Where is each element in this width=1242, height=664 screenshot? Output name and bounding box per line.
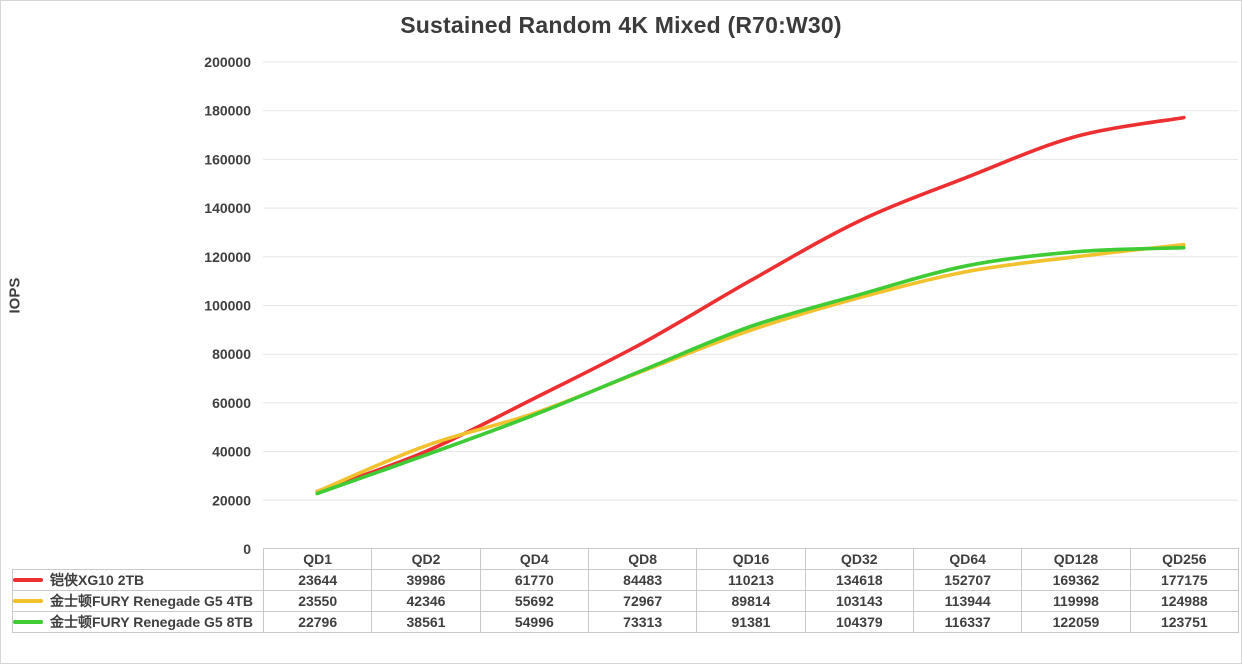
table-cell: 89814 [696, 590, 806, 612]
y-tick-label: 20000 [212, 492, 251, 508]
table-cell: 169362 [1021, 569, 1131, 591]
y-tick-label: 60000 [212, 395, 251, 411]
table-cell: 39986 [371, 569, 481, 591]
table-header-cell-qd1: QD1 [262, 548, 373, 570]
table-cell: 124988 [1129, 590, 1240, 612]
table-cell: 134618 [804, 569, 914, 591]
table-cell: 23550 [262, 590, 373, 612]
legend-line-swatch [13, 620, 43, 624]
table-header-cell-qd16: QD16 [696, 548, 806, 570]
table-cell: 110213 [696, 569, 806, 591]
series-line-0 [315, 115, 1186, 494]
table-header-blank-cell [13, 549, 264, 570]
table-cell: 116337 [912, 611, 1023, 633]
legend-line-swatch [13, 599, 43, 603]
series-line-1 [315, 242, 1186, 494]
table-cell: 122059 [1021, 611, 1131, 633]
y-tick-label: 140000 [204, 200, 251, 216]
y-tick-label: 180000 [204, 103, 251, 119]
legend-cell-series-2: 金士顿FURY Renegade G5 8TB [12, 611, 264, 633]
table-cell: 152707 [912, 569, 1023, 591]
table-cell: 23644 [262, 569, 373, 591]
table-header-cell-qd4: QD4 [479, 548, 589, 570]
legend-series-name: 金士顿FURY Renegade G5 4TB [50, 593, 254, 609]
table-header-cell-qd64: QD64 [912, 548, 1023, 570]
y-tick-label: 160000 [204, 151, 251, 167]
legend-cell-series-0: 铠侠XG10 2TB [12, 569, 264, 591]
table-row-series-2: 金士顿FURY Renegade G5 8TB 22796 38561 54996 73… [12, 611, 1240, 633]
legend-series-name: 铠侠XG10 2TB [50, 572, 145, 588]
table-cell: 38561 [371, 611, 481, 633]
table-header-row: QD1 QD2 QD4 QD8 QD16 QD32 QD64 QD128 QD256 [13, 548, 1240, 570]
table-header-cell-qd2: QD2 [371, 548, 481, 570]
table-row-series-1: 金士顿FURY Renegade G5 4TB 23550 42346 55692 72… [12, 590, 1240, 612]
table-cell: 22796 [262, 611, 373, 633]
table-cell: 103143 [804, 590, 914, 612]
series-line-2 [315, 245, 1186, 496]
y-tick-label: 0 [243, 541, 251, 557]
y-tick-label: 100000 [204, 298, 251, 314]
data-table: QD1 QD2 QD4 QD8 QD16 QD32 QD64 QD128 QD256 铠侠XG1… [12, 548, 1240, 633]
legend-series-name: 金士顿FURY Renegade G5 8TB [50, 614, 254, 630]
table-header-cell-qd32: QD32 [804, 548, 914, 570]
table-cell: 123751 [1129, 611, 1240, 633]
table-cell: 42346 [371, 590, 481, 612]
y-tick-label: 200000 [204, 54, 251, 70]
legend-cell-series-1: 金士顿FURY Renegade G5 4TB [12, 590, 264, 612]
table-cell: 119998 [1021, 590, 1131, 612]
y-tick-label: 40000 [212, 444, 251, 460]
table-cell: 54996 [479, 611, 589, 633]
table-cell: 91381 [696, 611, 806, 633]
legend-line-swatch [13, 578, 43, 582]
table-cell: 55692 [479, 590, 589, 612]
table-cell: 84483 [587, 569, 698, 591]
table-cell: 72967 [587, 590, 698, 612]
table-cell: 61770 [479, 569, 589, 591]
y-tick-label: 80000 [212, 346, 251, 362]
table-cell: 104379 [804, 611, 914, 633]
table-header-cell-qd256: QD256 [1129, 548, 1240, 570]
y-tick-label: 120000 [204, 249, 251, 265]
table-cell: 113944 [912, 590, 1023, 612]
table-cell: 177175 [1129, 569, 1240, 591]
table-cell: 73313 [587, 611, 698, 633]
table-row-series-0: 铠侠XG10 2TB 23644 39986 61770 84483 110213 1346… [12, 569, 1240, 591]
table-header-cell-qd128: QD128 [1021, 548, 1131, 570]
table-header-cell-qd8: QD8 [587, 548, 698, 570]
chart-title: Sustained Random 4K Mixed (R70:W30) [400, 12, 842, 38]
